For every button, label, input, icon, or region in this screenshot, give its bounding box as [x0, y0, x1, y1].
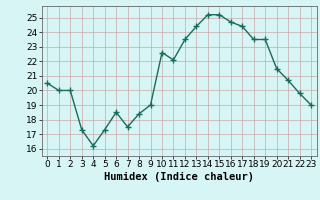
X-axis label: Humidex (Indice chaleur): Humidex (Indice chaleur)	[104, 172, 254, 182]
